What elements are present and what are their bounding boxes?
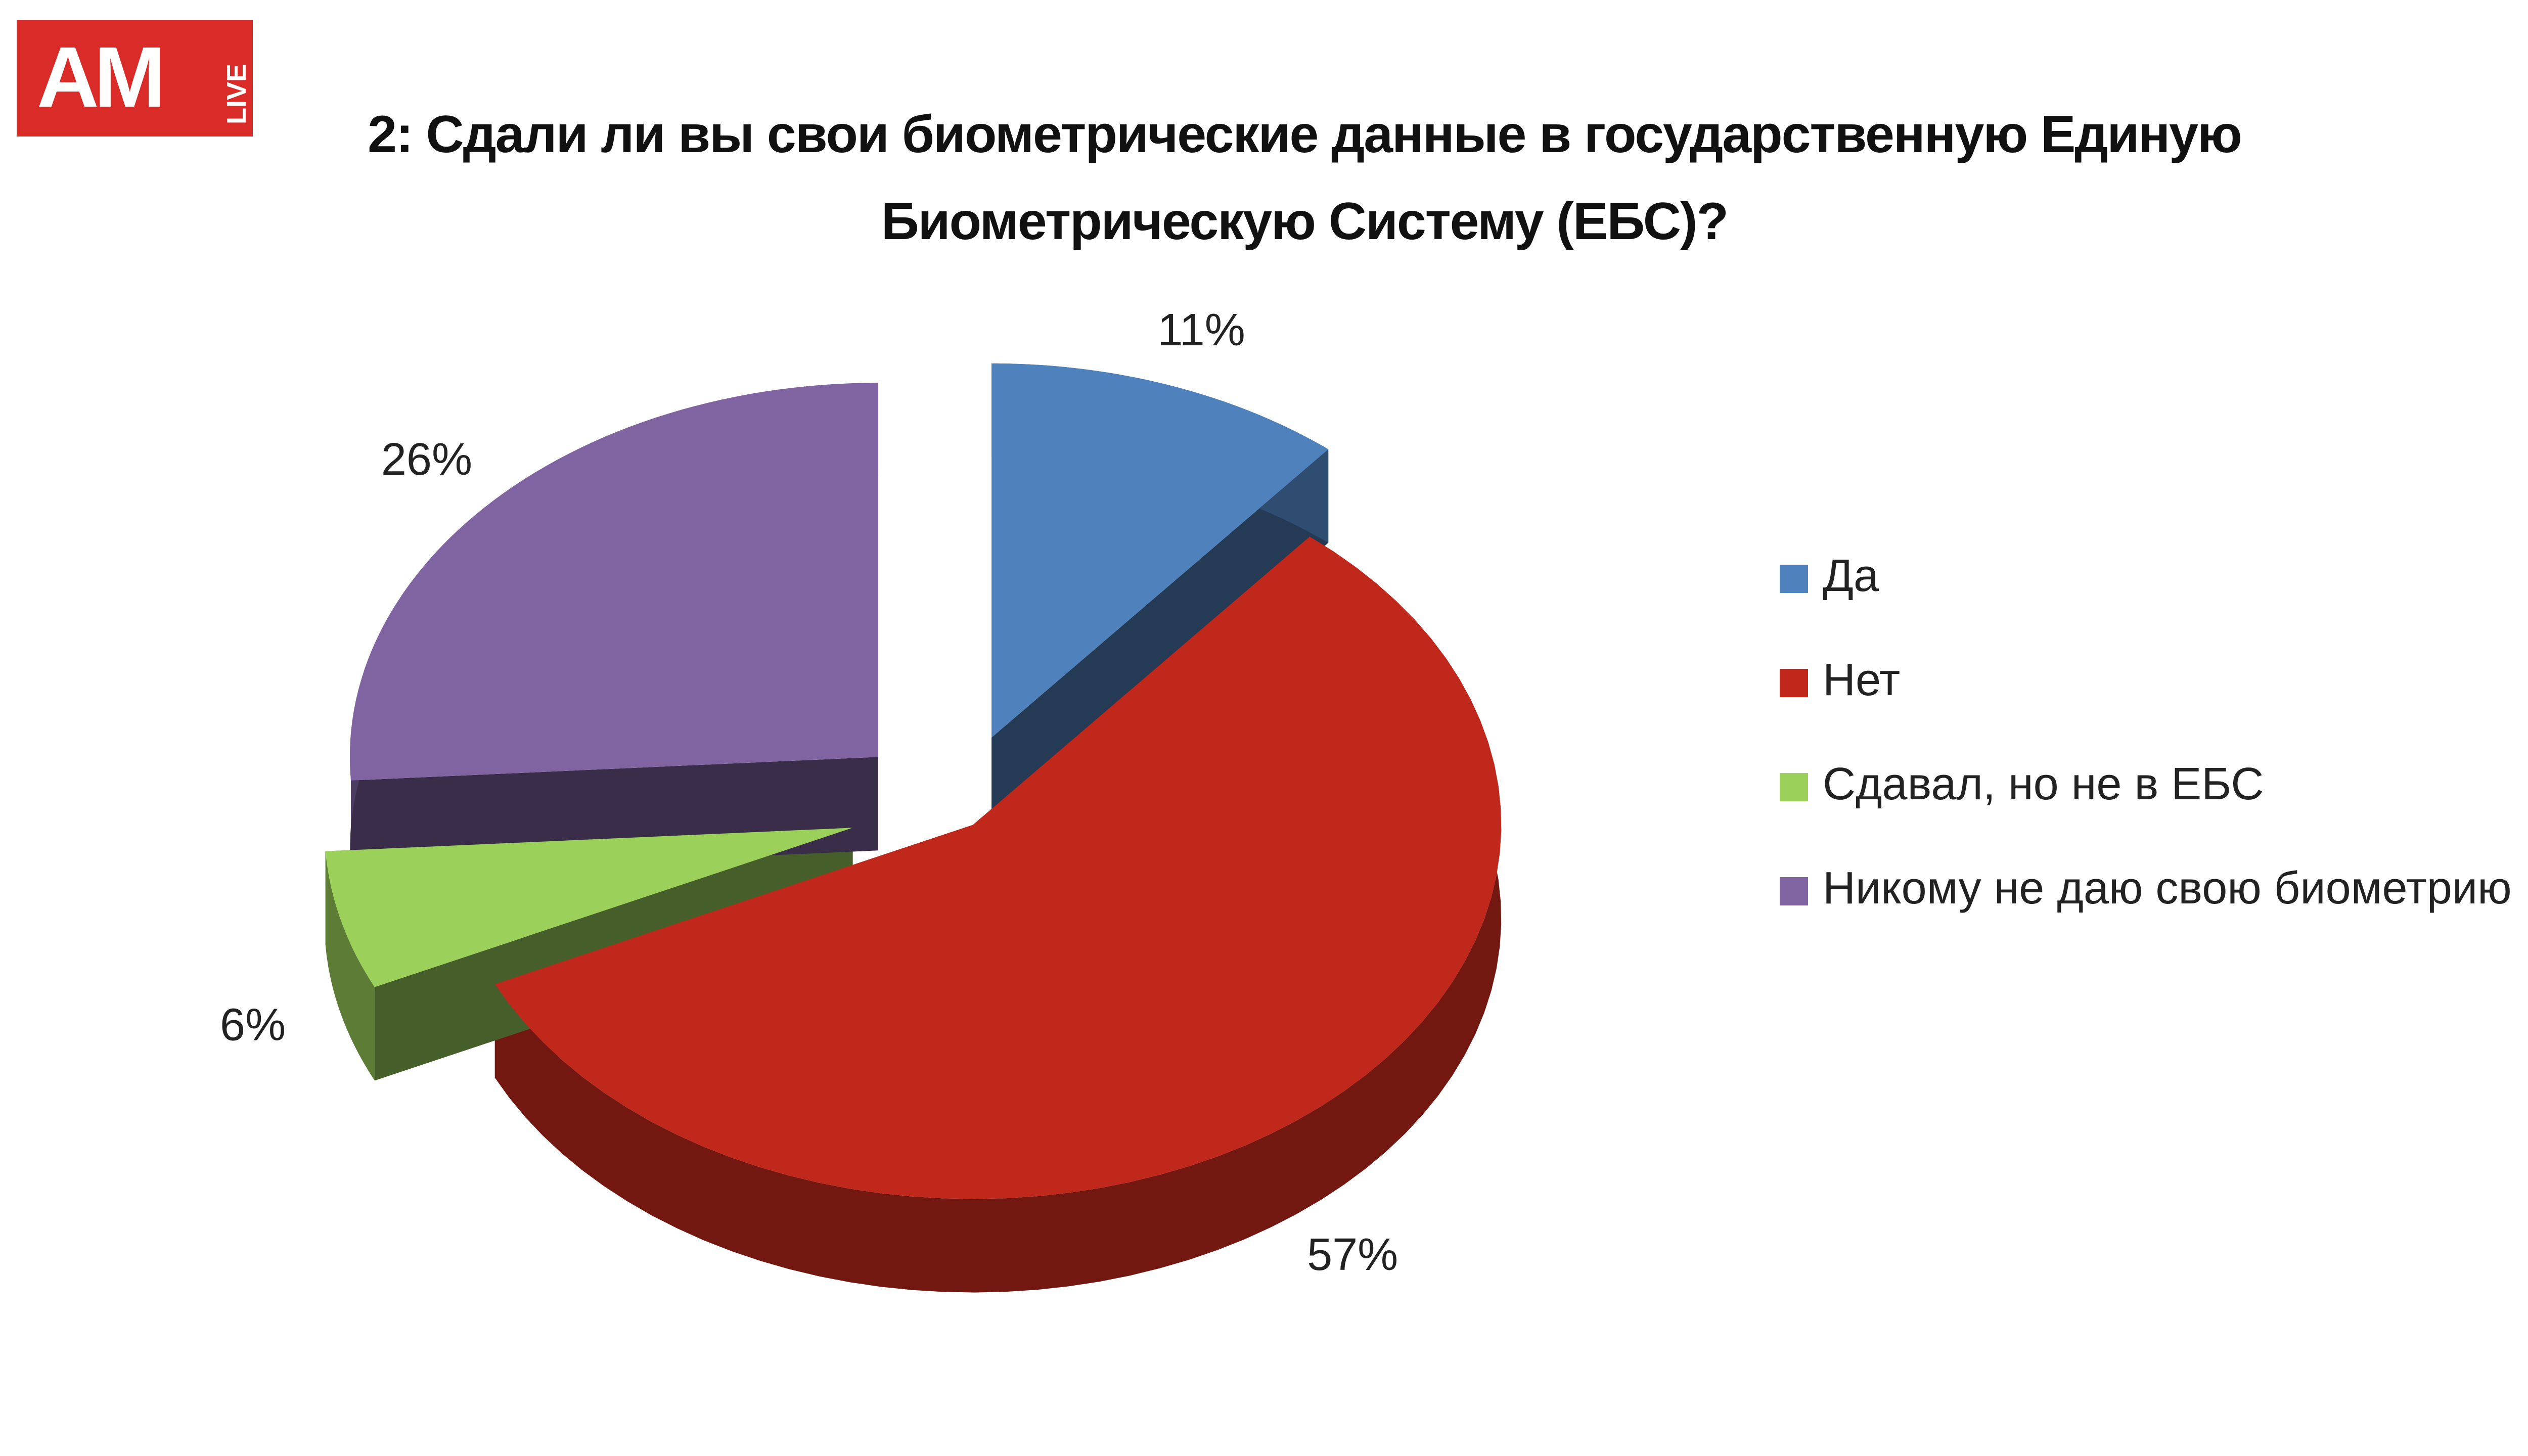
legend-swatch [1780, 669, 1808, 697]
data-label: 6% [220, 999, 286, 1050]
logo-text: AM [37, 29, 165, 125]
slice [350, 383, 878, 781]
logo: AM LIVE [17, 20, 253, 136]
slice [991, 363, 1329, 738]
legend-label: Никому не даю свою биометрию [1823, 863, 2512, 914]
slice [494, 536, 1502, 1199]
legend-label: Да [1823, 551, 1879, 601]
slice-side [325, 851, 375, 1081]
legend-swatch [1780, 565, 1808, 593]
legend-swatch [1780, 773, 1808, 801]
chart-title: 2: Сдали ли вы свои биометрические данны… [368, 105, 2242, 251]
legend-label: Нет [1823, 655, 1900, 705]
data-label: 26% [381, 434, 472, 485]
legend-label: Сдавал, но не в ЕБС [1823, 759, 2264, 809]
slice-side [991, 449, 1329, 831]
data-label: 57% [1307, 1230, 1398, 1280]
legend-swatch [1780, 877, 1808, 905]
slice [325, 828, 853, 987]
data-label: 11% [1157, 305, 1245, 355]
